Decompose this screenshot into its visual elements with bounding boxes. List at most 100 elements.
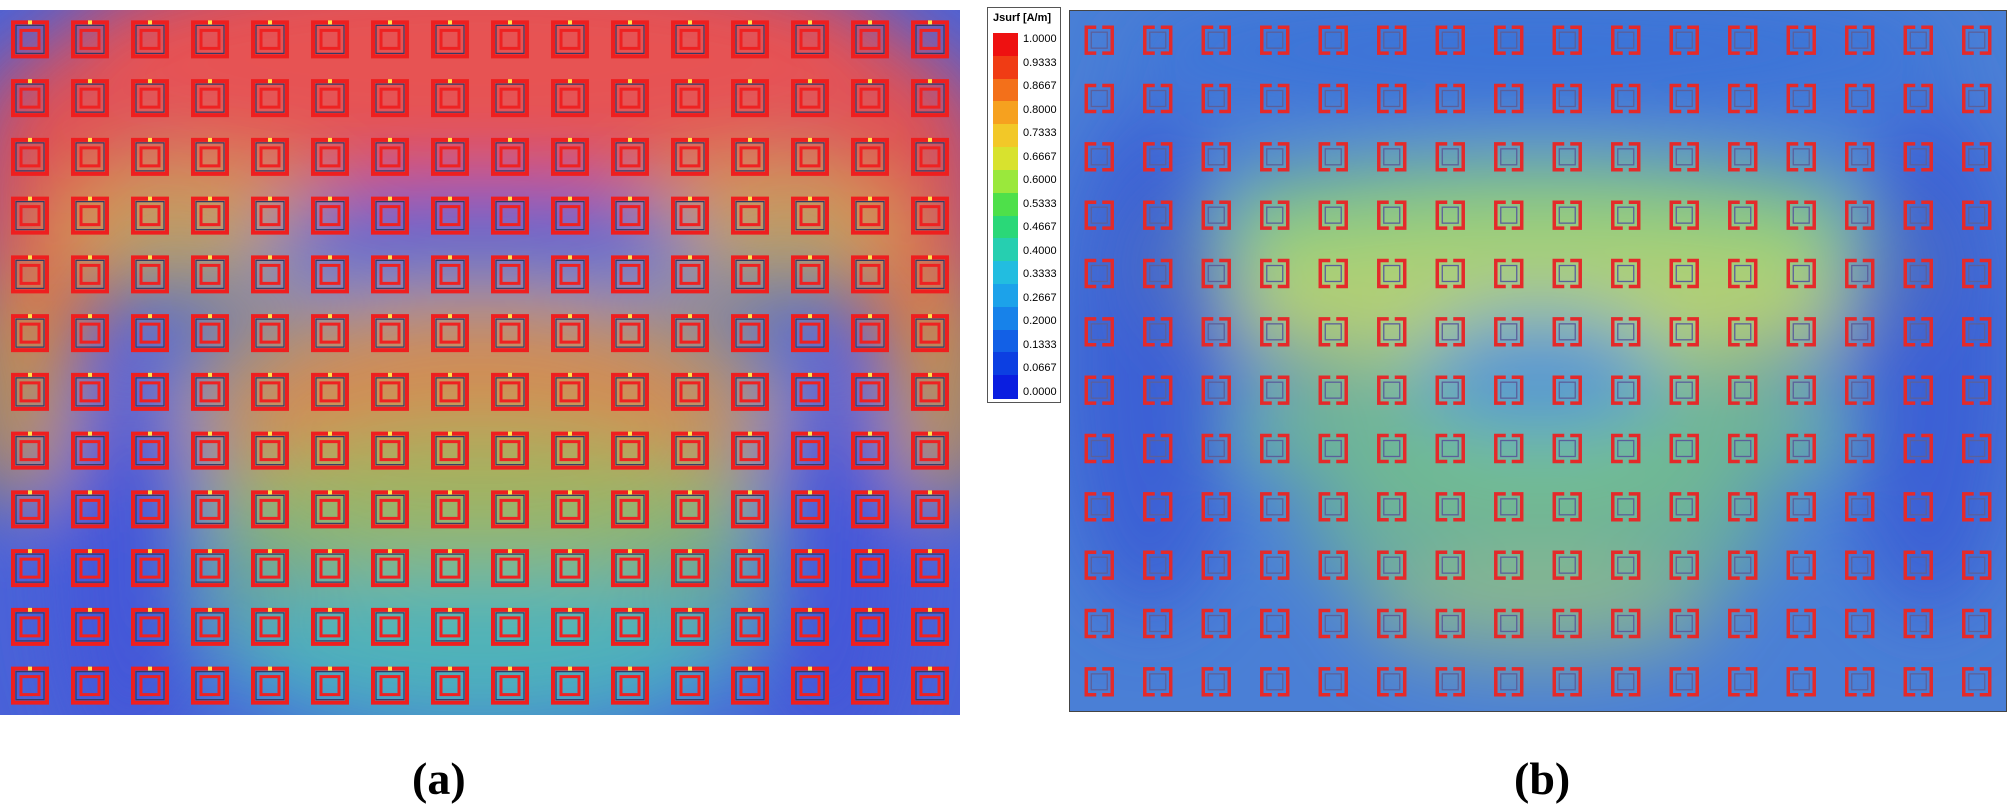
resonator-gap [328,20,332,25]
resonator-right-arm [1628,317,1641,347]
resonator-gap [508,196,512,201]
resonator-inner-ring [379,28,401,50]
resonator-gap [208,79,212,84]
resonator-right-arm [1160,200,1173,230]
resonator-inner-ring [1968,323,1986,341]
resonator-gap [688,196,692,201]
resonator-left-arm [1962,25,1974,55]
legend-title: Jsurf [A/m] [993,12,1052,24]
resonator-inner-ring [19,616,41,638]
resonator-gap [28,549,32,554]
resonator-inner-ring [1441,206,1459,224]
resonator-gap [328,607,332,612]
resonator-inner-ring [919,440,941,462]
resonator-gap [208,255,212,260]
resonator-gap [808,607,812,612]
resonator-inner-ring [1383,673,1401,691]
resonator-left-arm [1435,492,1448,522]
resonator-right-arm [1570,142,1582,172]
resonator-outline [435,83,465,113]
resonator-left-arm [1494,25,1506,55]
resonator-inner-ring [1792,381,1810,399]
resonator-gap [148,549,152,554]
resonator-inner-ring [919,498,941,520]
resonator-inner-ring [1734,148,1752,166]
resonator-right-arm [1219,258,1231,289]
resonator-outline [75,259,105,289]
resonator-left-arm [1494,667,1506,697]
resonator-right-arm [1979,375,1992,405]
resonator-right-arm [1394,258,1407,289]
resonator-right-arm [1687,667,1699,697]
resonator-right-arm [1570,83,1582,114]
resonator-right-arm [1394,550,1407,580]
resonator-outline [375,142,405,172]
resonator-inner-ring [1207,498,1225,516]
resonator-gap [688,666,692,671]
resonator-inner-ring [1324,89,1342,108]
resonator-outline [615,142,645,172]
resonator-left-arm [1611,142,1623,172]
resonator-outline [615,553,645,583]
resonator-left-arm [1611,25,1623,55]
resonator-outline [135,436,165,466]
resonator-right-arm [1687,550,1699,580]
resonator-gap [808,255,812,260]
resonator-right-arm [1511,433,1524,464]
resonator-gap [748,137,752,142]
resonator-right-arm [1628,433,1641,464]
resonator-outline [375,377,405,407]
resonator-left-arm [1084,200,1097,230]
resonator-inner-ring [1968,206,1986,224]
resonator-gap [568,490,572,495]
resonator-left-arm [1669,375,1682,405]
resonator-inner-ring [1383,439,1401,458]
resonator-left-arm [1611,433,1623,464]
resonator-outline [495,24,525,54]
legend-color-swatch [993,55,1018,80]
resonator-gap [628,196,632,201]
resonator-left-arm [1611,83,1623,114]
resonator-gap [628,255,632,260]
resonator-inner-ring [199,498,221,520]
resonator-outline [855,24,885,54]
resonator-left-arm [1435,317,1448,347]
resonator-left-arm [1084,142,1097,172]
resonator-gap [208,20,212,25]
resonator-left-arm [1903,200,1916,230]
resonator-right-arm [1628,200,1641,230]
resonator-right-arm [1628,667,1641,697]
resonator-right-arm [1570,433,1582,464]
resonator-right-arm [1862,25,1875,55]
resonator-right-arm [1804,25,1816,55]
resonator-inner-ring [1207,323,1225,341]
resonator-gap [928,79,932,84]
resonator-left-arm [1962,83,1974,114]
resonator-inner-ring [1792,556,1810,574]
resonator-outline [15,494,45,524]
resonator-inner-ring [499,381,521,403]
resonator-inner-ring [1734,439,1752,458]
resonator-gap [268,314,272,319]
resonator-left-arm [1786,667,1799,697]
resonator-right-arm [1862,492,1875,522]
resonator-inner-ring [1558,556,1576,574]
resonator-right-arm [1336,83,1348,114]
field-intensity-region [60,370,200,715]
resonator-inner-ring [1500,264,1518,283]
resonator-left-arm [1143,258,1155,289]
resonator-right-arm [1336,550,1348,580]
resonator-inner-ring [319,263,341,285]
resonator-left-arm [1084,258,1097,289]
resonator-outline [915,142,945,172]
resonator-right-arm [1570,25,1582,55]
resonator-right-arm [1862,317,1875,347]
resonator-right-arm [1160,317,1173,347]
resonator-inner-ring [1675,381,1693,399]
resonator-gap [508,607,512,612]
resonator-gap [628,607,632,612]
resonator-gap [868,255,872,260]
resonator-inner-ring [1441,439,1459,458]
resonator-left-arm [1494,492,1506,522]
colorbar-legend: Jsurf [A/m] 1.0000 0.9333 0.8667 0.8000 0.73… [987,7,1061,403]
